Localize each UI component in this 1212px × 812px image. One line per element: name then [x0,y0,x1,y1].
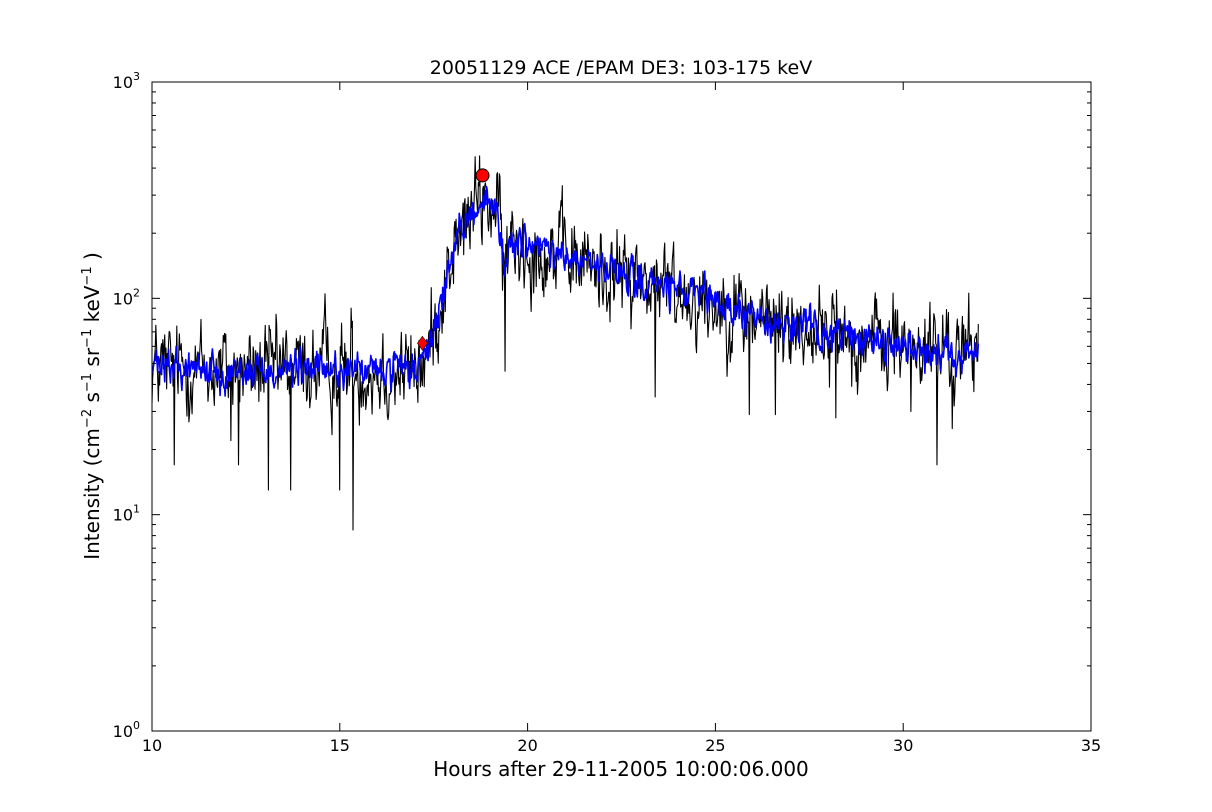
y-tick-label: 102 [113,286,140,308]
series-group [152,155,980,531]
y-axis-label: Intensity (cm−2 s−1 sr−1 keV−1 ) [80,252,104,560]
x-tick-label: 30 [893,736,913,755]
y-tick-label: 100 [113,719,140,741]
peak-marker [475,168,490,183]
y-tick-label: 101 [113,503,140,525]
x-tick-label: 15 [330,736,350,755]
x-tick-label: 20 [517,736,537,755]
axes-frame [151,81,1092,732]
x-axis-label: Hours after 29-11-2005 10:00:06.000 [433,757,809,781]
plot-area: 10 15 20 25 30 35 100 101 102 103 [113,70,1102,755]
x-tick-label: 35 [1081,736,1101,755]
y-tick-label: 103 [113,70,140,92]
x-tick-label: 25 [705,736,725,755]
chart-title: 20051129 ACE /EPAM DE3: 103-175 keV [430,57,812,79]
x-tick-label: 10 [142,736,162,755]
smoothed-intensity-line [152,185,980,397]
raw-intensity-line [152,155,979,531]
onset-marker [417,335,428,351]
